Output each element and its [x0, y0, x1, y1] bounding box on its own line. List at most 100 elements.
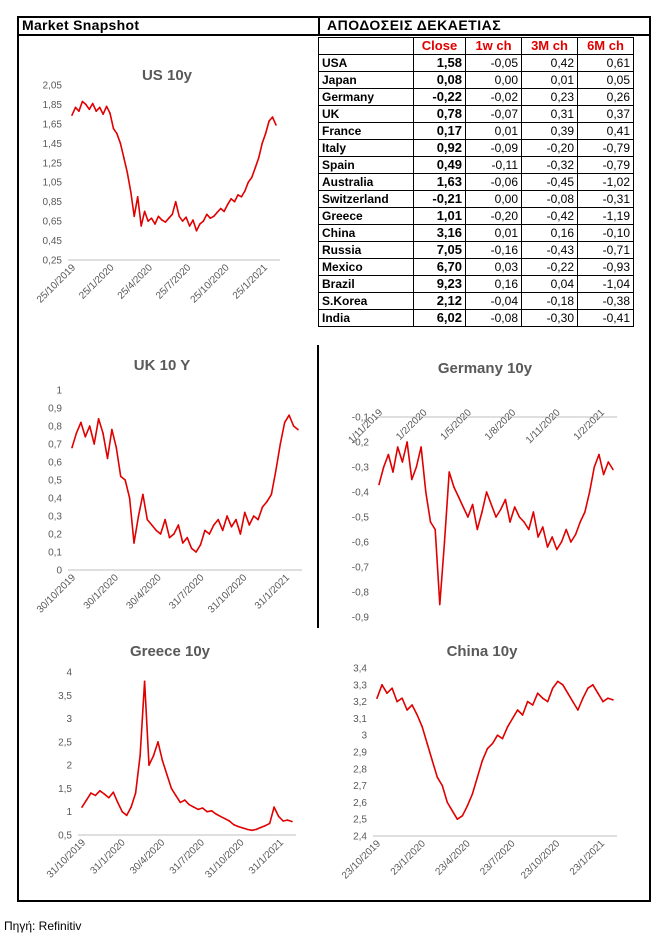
value-cell: 0,17 — [413, 122, 466, 140]
data-point — [277, 815, 280, 818]
data-point — [168, 536, 171, 539]
data-point — [166, 773, 168, 776]
data-point — [565, 528, 567, 531]
snapshot-frame — [17, 16, 651, 902]
data-point — [257, 518, 259, 521]
data-point — [244, 511, 246, 514]
data-point — [261, 506, 264, 508]
y-tick-label: 2,7 — [353, 781, 367, 792]
value-cell: 3,16 — [413, 224, 466, 242]
data-point — [486, 747, 489, 750]
data-point — [213, 524, 215, 526]
data-point — [111, 428, 113, 431]
data-point — [392, 471, 394, 473]
data-point — [186, 536, 188, 539]
value-cell: -0,42 — [521, 207, 578, 225]
data-point — [230, 198, 232, 200]
source-note: Πηγή: Refinitiv — [4, 919, 82, 933]
value-cell: -0,06 — [465, 173, 522, 191]
data-point — [99, 790, 101, 792]
data-point — [74, 106, 77, 109]
data-point — [254, 166, 257, 169]
data-point — [126, 171, 129, 174]
value-cell: -0,16 — [465, 241, 522, 259]
data-point — [128, 497, 131, 499]
data-point — [93, 443, 95, 445]
data-point — [75, 432, 78, 434]
data-point — [137, 515, 140, 517]
data-point — [246, 828, 249, 831]
data-point — [134, 792, 137, 794]
data-point — [607, 697, 609, 699]
data-point — [577, 709, 579, 711]
data-point — [202, 220, 205, 222]
page-title: Market Snapshot — [22, 17, 140, 33]
data-point — [612, 699, 614, 701]
data-point — [467, 516, 469, 518]
data-point — [90, 792, 92, 794]
x-tick-label: 25/1/2021 — [231, 262, 271, 302]
data-point — [546, 700, 549, 703]
value-cell: 0,01 — [521, 71, 578, 89]
data-point — [185, 216, 187, 218]
data-point — [223, 210, 225, 213]
country-cell: India — [318, 309, 414, 327]
y-tick-label: -0,9 — [352, 613, 370, 624]
y-tick-label: 2,05 — [43, 81, 63, 92]
data-point — [142, 493, 144, 496]
data-point — [476, 528, 479, 531]
value-cell: -0,07 — [465, 105, 522, 123]
data-point — [210, 810, 213, 812]
data-point — [499, 508, 502, 511]
data-point — [140, 225, 142, 227]
data-point — [560, 541, 563, 543]
table-row: Greece 1,01 -0,20 -0,42 -1,19 — [318, 207, 634, 225]
value-cell: -0,79 — [577, 156, 634, 174]
column-header: 1w ch — [465, 37, 522, 55]
y-tick-label: 0,25 — [43, 256, 63, 267]
value-cell: -0,20 — [521, 139, 578, 157]
y-tick-label: 0,6 — [48, 458, 62, 469]
value-cell: -0,22 — [521, 258, 578, 276]
data-point — [588, 491, 591, 493]
y-tick-label: 1,5 — [58, 784, 72, 795]
data-point — [204, 529, 206, 532]
data-point — [173, 533, 175, 535]
data-point — [151, 524, 153, 526]
data-point — [562, 684, 564, 686]
data-point — [268, 822, 271, 825]
chart-title: Germany 10y — [438, 360, 533, 377]
data-point — [102, 432, 104, 434]
data-point — [247, 181, 250, 183]
data-point — [230, 526, 233, 528]
data-point — [216, 211, 218, 214]
y-tick-label: -0,6 — [352, 538, 370, 549]
x-tick-label: 31/10/2020 — [206, 572, 249, 615]
y-tick-label: -0,2 — [352, 438, 370, 449]
value-cell: 0,03 — [465, 258, 522, 276]
data-point — [275, 470, 277, 472]
data-point — [431, 759, 433, 762]
data-point — [557, 680, 559, 683]
data-point — [501, 737, 504, 740]
data-point — [496, 734, 499, 736]
y-tick-label: 3,2 — [353, 697, 367, 708]
y-tick-label: 1,45 — [43, 139, 63, 150]
value-cell: -0,04 — [465, 292, 522, 310]
data-point — [94, 794, 97, 797]
x-tick-label: 31/10/2019 — [45, 837, 88, 880]
data-point — [570, 541, 572, 543]
value-cell: -0,22 — [413, 88, 466, 106]
value-cell: -0,05 — [465, 54, 522, 72]
value-cell: 0,41 — [577, 122, 634, 140]
value-cell: 0,39 — [521, 122, 578, 140]
data-point — [481, 759, 484, 762]
y-tick-label: -0,5 — [352, 513, 370, 524]
data-point — [201, 807, 204, 809]
country-cell: France — [318, 122, 414, 140]
y-tick-label: 2,6 — [353, 798, 367, 809]
data-point — [116, 132, 118, 135]
y-tick-label: 0,3 — [48, 512, 62, 523]
y-tick-label: 0,65 — [43, 217, 63, 228]
